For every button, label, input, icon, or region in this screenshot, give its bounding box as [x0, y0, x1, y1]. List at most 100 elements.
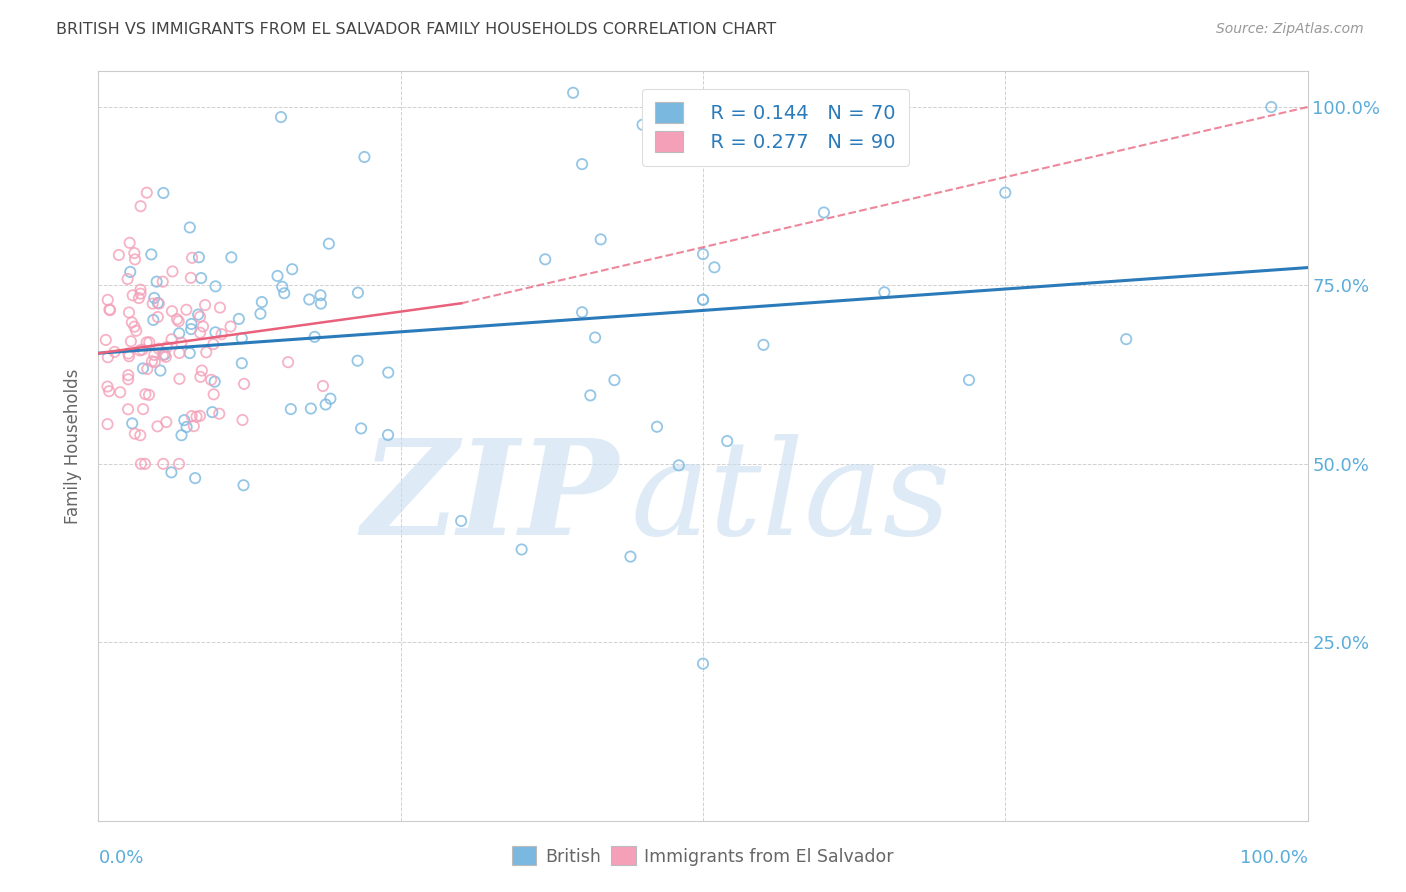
Point — [194, 298, 217, 312]
Legend: British, Immigrants from El Salvador: British, Immigrants from El Salvador — [505, 839, 901, 872]
Point — [211, 327, 233, 342]
Point — [231, 356, 253, 370]
Point — [141, 247, 163, 261]
Point — [309, 296, 332, 310]
Point — [204, 279, 226, 293]
Point — [994, 186, 1017, 200]
Point — [152, 348, 174, 362]
Point — [170, 428, 193, 442]
Point — [273, 286, 295, 301]
Point — [152, 457, 174, 471]
Y-axis label: Family Households: Family Households — [65, 368, 83, 524]
Point — [200, 373, 222, 387]
Point — [571, 157, 593, 171]
Point — [668, 458, 690, 473]
Point — [631, 118, 654, 132]
Point — [146, 310, 169, 324]
Point — [179, 346, 201, 360]
Point — [347, 285, 370, 300]
Point — [125, 324, 148, 338]
Point — [315, 397, 337, 411]
Point — [96, 379, 118, 393]
Point — [231, 331, 253, 345]
Point — [752, 338, 775, 352]
Text: BRITISH VS IMMIGRANTS FROM EL SALVADOR FAMILY HOUSEHOLDS CORRELATION CHART: BRITISH VS IMMIGRANTS FROM EL SALVADOR F… — [56, 22, 776, 37]
Point — [299, 401, 322, 416]
Point — [160, 304, 183, 318]
Point — [129, 286, 152, 301]
Point — [281, 262, 304, 277]
Point — [145, 275, 167, 289]
Point — [180, 317, 202, 331]
Point — [142, 296, 165, 310]
Point — [204, 326, 226, 340]
Point — [208, 407, 231, 421]
Point — [180, 322, 202, 336]
Point — [167, 314, 190, 328]
Point — [957, 373, 980, 387]
Point — [128, 291, 150, 305]
Point — [173, 413, 195, 427]
Point — [121, 315, 143, 329]
Point — [250, 295, 273, 310]
Point — [208, 301, 231, 315]
Point — [318, 236, 340, 251]
Point — [190, 370, 212, 384]
Point — [129, 199, 152, 213]
Point — [221, 250, 243, 264]
Point — [534, 252, 557, 267]
Point — [117, 402, 139, 417]
Point — [146, 296, 169, 310]
Point — [249, 307, 271, 321]
Point — [179, 220, 201, 235]
Point — [135, 186, 157, 200]
Point — [201, 405, 224, 419]
Point — [346, 353, 368, 368]
Point — [124, 426, 146, 441]
Point — [98, 303, 121, 318]
Point — [692, 657, 714, 671]
Point — [155, 415, 177, 429]
Point — [873, 285, 896, 300]
Point — [169, 372, 191, 386]
Point — [277, 355, 299, 369]
Point — [270, 110, 292, 124]
Point — [202, 337, 225, 351]
Point — [143, 355, 166, 369]
Point — [692, 247, 714, 261]
Point — [280, 402, 302, 417]
Point — [124, 246, 146, 260]
Point — [120, 334, 142, 349]
Point — [152, 186, 174, 200]
Point — [190, 271, 212, 285]
Point — [156, 340, 179, 354]
Point — [450, 514, 472, 528]
Point — [97, 293, 120, 307]
Point — [184, 471, 207, 485]
Point — [98, 302, 121, 317]
Point — [692, 293, 714, 307]
Point — [124, 252, 146, 267]
Point — [121, 288, 143, 302]
Point — [309, 288, 332, 302]
Point — [117, 372, 139, 386]
Point — [180, 409, 202, 423]
Text: 100.0%: 100.0% — [1240, 849, 1308, 867]
Point — [117, 346, 139, 360]
Point — [124, 319, 146, 334]
Text: atlas: atlas — [630, 434, 950, 563]
Point — [304, 330, 326, 344]
Point — [167, 457, 190, 471]
Point — [160, 466, 183, 480]
Point — [138, 335, 160, 350]
Point — [202, 387, 225, 401]
Point — [166, 312, 188, 326]
Point — [312, 379, 335, 393]
Point — [233, 376, 256, 391]
Point — [589, 232, 612, 246]
Point — [176, 302, 198, 317]
Point — [191, 363, 214, 377]
Point — [603, 373, 626, 387]
Point — [104, 345, 127, 359]
Point — [97, 350, 120, 364]
